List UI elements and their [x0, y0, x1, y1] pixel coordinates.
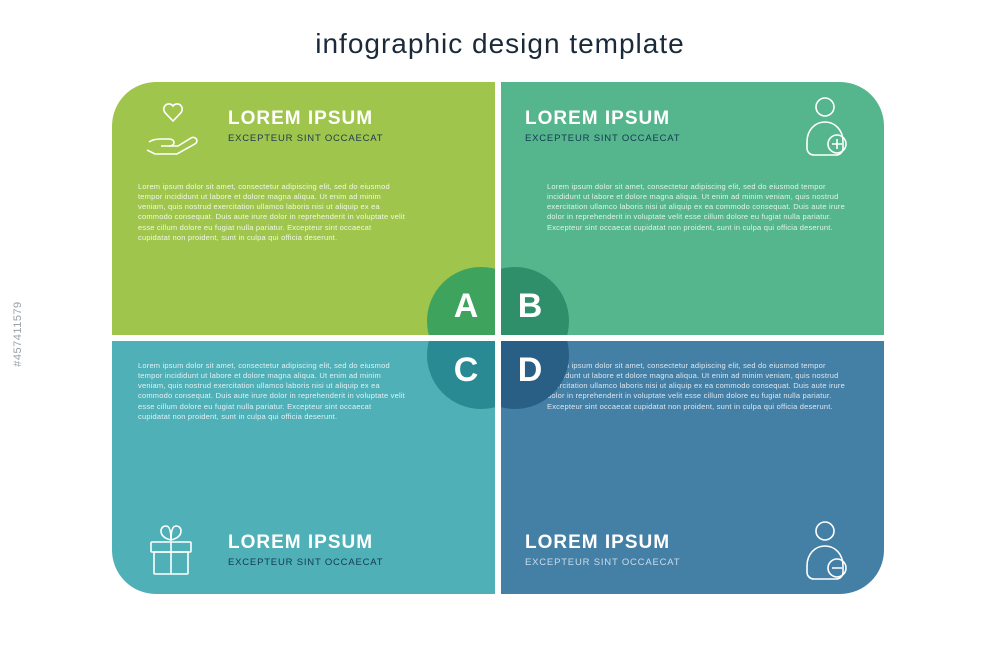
- panel-b-header: LOREM IPSUM EXCEPTEUR SINT OCCAECAT: [501, 82, 884, 170]
- hand-heart-icon: [136, 91, 206, 161]
- panel-d-title: LOREM IPSUM: [525, 532, 680, 554]
- panel-c-subtitle: EXCEPTEUR SINT OCCAECAT: [228, 557, 383, 568]
- panel-c-body: Lorem ipsum dolor sit amet, consectetur …: [138, 361, 405, 422]
- stock-watermark: #457411579: [12, 301, 24, 366]
- gift-icon: [136, 515, 206, 585]
- panel-a-body: Lorem ipsum dolor sit amet, consectetur …: [138, 182, 405, 243]
- page-title: infographic design template: [0, 28, 1000, 60]
- badge-b: B: [501, 267, 569, 335]
- user-plus-icon: [790, 91, 860, 161]
- panel-c-header: LOREM IPSUM EXCEPTEUR SINT OCCAECAT: [112, 506, 495, 594]
- panel-a-header: LOREM IPSUM EXCEPTEUR SINT OCCAECAT: [112, 82, 495, 170]
- panel-a-subtitle: EXCEPTEUR SINT OCCAECAT: [228, 133, 383, 144]
- panel-c-title: LOREM IPSUM: [228, 532, 383, 554]
- panel-d-subtitle: EXCEPTEUR SINT OCCAECAT: [525, 557, 680, 568]
- panel-b: LOREM IPSUM EXCEPTEUR SINT OCCAECAT Lore…: [501, 82, 884, 335]
- panel-d-header: LOREM IPSUM EXCEPTEUR SINT OCCAECAT: [501, 506, 884, 594]
- badge-c: C: [427, 341, 495, 409]
- badge-a: A: [427, 267, 495, 335]
- panel-c: Lorem ipsum dolor sit amet, consectetur …: [112, 341, 495, 594]
- panel-d: Lorem ipsum dolor sit amet, consectetur …: [501, 341, 884, 594]
- panel-a: LOREM IPSUM EXCEPTEUR SINT OCCAECAT Lore…: [112, 82, 495, 335]
- infographic-grid: LOREM IPSUM EXCEPTEUR SINT OCCAECAT Lore…: [112, 82, 884, 594]
- user-minus-icon: [790, 515, 860, 585]
- panel-a-title: LOREM IPSUM: [228, 108, 383, 130]
- panel-d-body: Lorem ipsum dolor sit amet, consectetur …: [547, 361, 858, 412]
- panel-b-subtitle: EXCEPTEUR SINT OCCAECAT: [525, 133, 680, 144]
- panel-b-body: Lorem ipsum dolor sit amet, consectetur …: [547, 182, 858, 233]
- panel-b-title: LOREM IPSUM: [525, 108, 680, 130]
